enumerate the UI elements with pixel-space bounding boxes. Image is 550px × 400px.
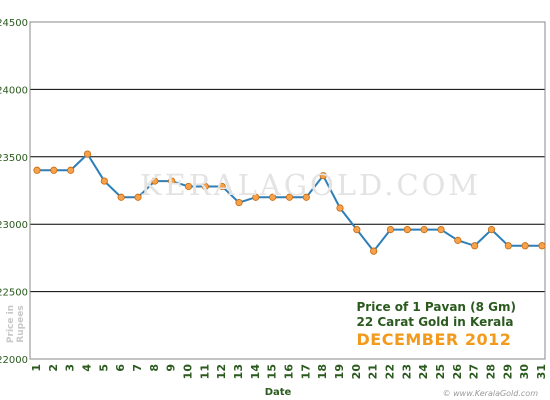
data-point-1 [33, 166, 41, 174]
x-tick-label: 15 [266, 364, 279, 379]
data-point-13 [235, 199, 243, 207]
x-tick-label: 30 [518, 364, 531, 380]
x-tick-label: 29 [501, 364, 514, 379]
x-tick-label: 19 [333, 364, 346, 379]
watermark-text: KERALAGOLD.COM [140, 168, 482, 202]
x-tick-label: 31 [535, 364, 548, 379]
chart-title-month: DECEMBER 2012 [356, 330, 512, 349]
x-tick-label: 18 [316, 364, 329, 379]
site-credit: © www.KeralaGold.com [442, 389, 538, 398]
data-point-16 [285, 193, 294, 201]
data-point-11 [201, 182, 209, 191]
y-tick-label: 24000 [0, 85, 28, 96]
x-tick-label: 8 [148, 364, 161, 372]
data-point-15 [269, 193, 277, 201]
data-point-30 [521, 242, 529, 250]
x-tick-label: 6 [114, 364, 127, 372]
x-tick-label: 9 [165, 364, 178, 372]
x-axis-label: Date [265, 387, 292, 398]
x-tick-label: 28 [485, 364, 498, 379]
data-point-8 [151, 177, 159, 185]
x-tick-label: 21 [367, 364, 380, 379]
chart-title-line-1: Price of 1 Pavan (8 Gm) [356, 300, 517, 314]
data-point-4 [83, 150, 92, 158]
y-tick-label: 22000 [0, 355, 28, 366]
x-tick-label: 27 [468, 364, 481, 379]
x-tick-label: 12 [215, 364, 228, 379]
x-tick-label: 14 [249, 364, 262, 380]
chart-title-block: Price of 1 Pavan (8 Gm) 22 Carat Gold in… [357, 300, 517, 350]
data-point-23 [403, 225, 411, 234]
data-point-14 [252, 193, 260, 201]
data-point-20 [353, 225, 361, 234]
data-point-27 [471, 242, 479, 250]
marker-layer [33, 150, 546, 255]
chart-title-line-2: 22 Carat Gold in Kerala [356, 315, 514, 329]
data-point-26 [454, 236, 462, 244]
data-point-21 [370, 247, 378, 255]
data-point-17 [302, 193, 310, 201]
data-point-22 [386, 225, 395, 234]
x-tick-label: 17 [299, 364, 312, 379]
data-point-12 [218, 182, 226, 191]
x-tick-label: 20 [350, 364, 363, 380]
x-tick-label: 2 [47, 364, 60, 372]
x-tick-label: 3 [64, 364, 77, 372]
x-tick-label: 1 [30, 364, 43, 372]
data-point-18 [319, 172, 327, 180]
x-tick-label: 4 [81, 364, 94, 372]
data-point-25 [437, 225, 445, 234]
data-point-6 [117, 193, 125, 201]
data-point-3 [67, 166, 75, 174]
y-tick-label: 23000 [0, 220, 28, 231]
data-point-7 [134, 193, 142, 201]
plot-frame [29, 21, 546, 360]
data-point-2 [50, 166, 58, 174]
y-tick-label: 22500 [0, 288, 28, 299]
y-tick-label: 23500 [0, 153, 28, 164]
data-point-24 [420, 225, 428, 234]
x-tick-label: 13 [232, 364, 245, 379]
axis-layer [29, 21, 546, 360]
x-tick-label: 22 [384, 364, 397, 379]
data-point-31 [538, 242, 546, 250]
x-tick-label: 16 [283, 364, 296, 380]
x-tick-label: 25 [434, 364, 447, 379]
label-layer: 2200022500230002350024000245001234567891… [0, 18, 548, 398]
data-point-9 [168, 177, 176, 185]
data-point-28 [487, 225, 496, 234]
data-point-10 [184, 182, 193, 191]
x-tick-label: 7 [131, 364, 144, 372]
data-point-5 [100, 177, 108, 185]
data-point-29 [504, 242, 512, 250]
x-tick-label: 24 [417, 364, 430, 380]
x-tick-label: 26 [451, 364, 464, 380]
y-axis-label: Price in Rupees [6, 304, 26, 344]
x-tick-label: 11 [198, 364, 211, 379]
x-tick-label: 10 [182, 364, 195, 380]
x-tick-label: 5 [97, 364, 110, 372]
data-point-19 [336, 204, 344, 212]
y-tick-label: 24500 [0, 18, 28, 29]
x-tick-label: 23 [400, 364, 413, 379]
